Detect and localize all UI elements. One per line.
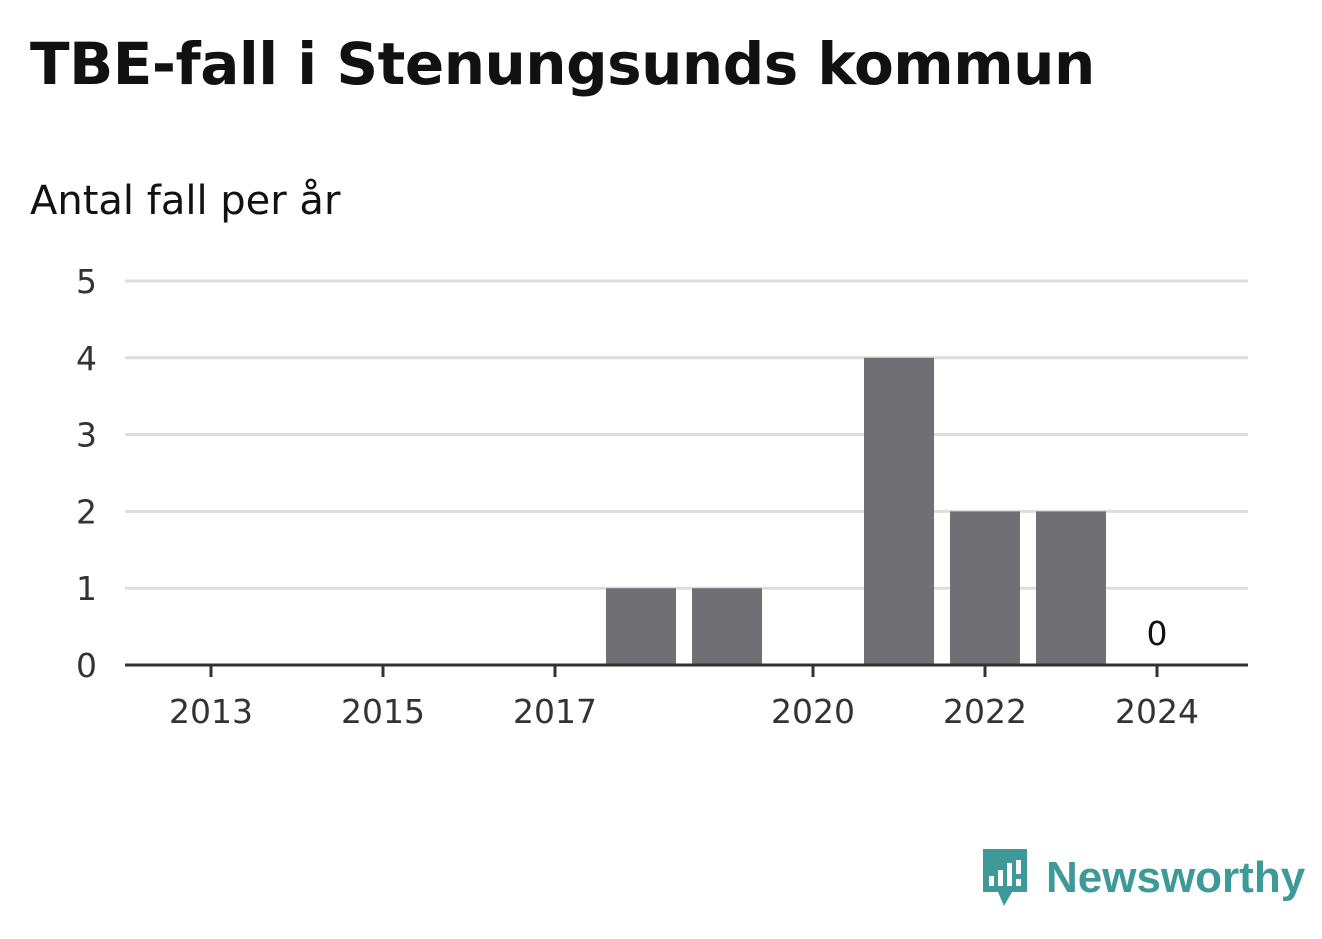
brand-name: Newsworthy <box>1046 853 1306 902</box>
x-tick-label-2017: 2017 <box>513 692 597 731</box>
bar-2021 <box>864 357 934 665</box>
x-axis <box>125 663 1248 677</box>
chart-subtitle: Antal fall per år <box>30 178 341 224</box>
y-tick-label-1: 1 <box>76 569 97 608</box>
bar-2022 <box>950 511 1020 665</box>
bar-2023 <box>1036 511 1106 665</box>
chart-title: TBE-fall i Stenungsunds kommun <box>30 30 1095 98</box>
x-axis-tick-labels: 2013 2015 2017 2020 2022 2024 <box>169 692 1199 731</box>
y-axis-tick-labels: 0 1 2 3 4 5 <box>76 262 97 685</box>
x-tick-label-2024: 2024 <box>1115 692 1199 731</box>
bar-2018 <box>606 588 676 665</box>
x-tick-label-2020: 2020 <box>771 692 855 731</box>
bars <box>606 357 1106 665</box>
y-tick-label-3: 3 <box>76 416 97 455</box>
newsworthy-logo-icon <box>983 849 1027 906</box>
y-tick-label-5: 5 <box>76 262 97 301</box>
y-tick-label-2: 2 <box>76 492 97 531</box>
x-tick-label-2015: 2015 <box>341 692 425 731</box>
data-labels: 0 <box>1147 614 1168 653</box>
x-tick-label-2022: 2022 <box>943 692 1027 731</box>
newsworthy-brand[interactable]: Newsworthy <box>980 846 1305 910</box>
data-label-2024: 0 <box>1147 614 1168 653</box>
bar-chart: 0 1 2 3 4 5 2013 2015 2017 2020 2022 2024 0 <box>76 262 1248 731</box>
y-tick-label-0: 0 <box>76 646 97 685</box>
y-tick-label-4: 4 <box>76 339 97 378</box>
x-tick-label-2013: 2013 <box>169 692 253 731</box>
bar-2019 <box>692 588 762 665</box>
